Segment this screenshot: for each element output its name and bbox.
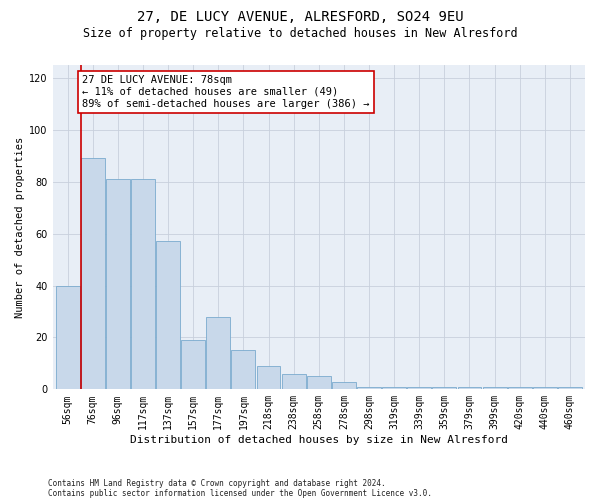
- Bar: [357, 386, 381, 390]
- Text: Size of property relative to detached houses in New Alresford: Size of property relative to detached ho…: [83, 28, 517, 40]
- Bar: [533, 386, 557, 390]
- Bar: [307, 376, 331, 390]
- Bar: [131, 179, 155, 390]
- Bar: [156, 242, 180, 390]
- Bar: [232, 350, 256, 390]
- Bar: [56, 286, 80, 390]
- Text: Contains public sector information licensed under the Open Government Licence v3: Contains public sector information licen…: [48, 488, 432, 498]
- Text: Contains HM Land Registry data © Crown copyright and database right 2024.: Contains HM Land Registry data © Crown c…: [48, 478, 386, 488]
- Bar: [81, 158, 104, 390]
- X-axis label: Distribution of detached houses by size in New Alresford: Distribution of detached houses by size …: [130, 435, 508, 445]
- Text: 27, DE LUCY AVENUE, ALRESFORD, SO24 9EU: 27, DE LUCY AVENUE, ALRESFORD, SO24 9EU: [137, 10, 463, 24]
- Bar: [282, 374, 305, 390]
- Y-axis label: Number of detached properties: Number of detached properties: [15, 136, 25, 318]
- Bar: [558, 386, 582, 390]
- Bar: [407, 386, 431, 390]
- Bar: [382, 386, 406, 390]
- Bar: [181, 340, 205, 390]
- Bar: [257, 366, 280, 390]
- Bar: [458, 386, 481, 390]
- Bar: [106, 179, 130, 390]
- Text: 27 DE LUCY AVENUE: 78sqm
← 11% of detached houses are smaller (49)
89% of semi-d: 27 DE LUCY AVENUE: 78sqm ← 11% of detach…: [82, 76, 370, 108]
- Bar: [206, 316, 230, 390]
- Bar: [482, 386, 506, 390]
- Bar: [508, 386, 532, 390]
- Bar: [433, 386, 456, 390]
- Bar: [332, 382, 356, 390]
